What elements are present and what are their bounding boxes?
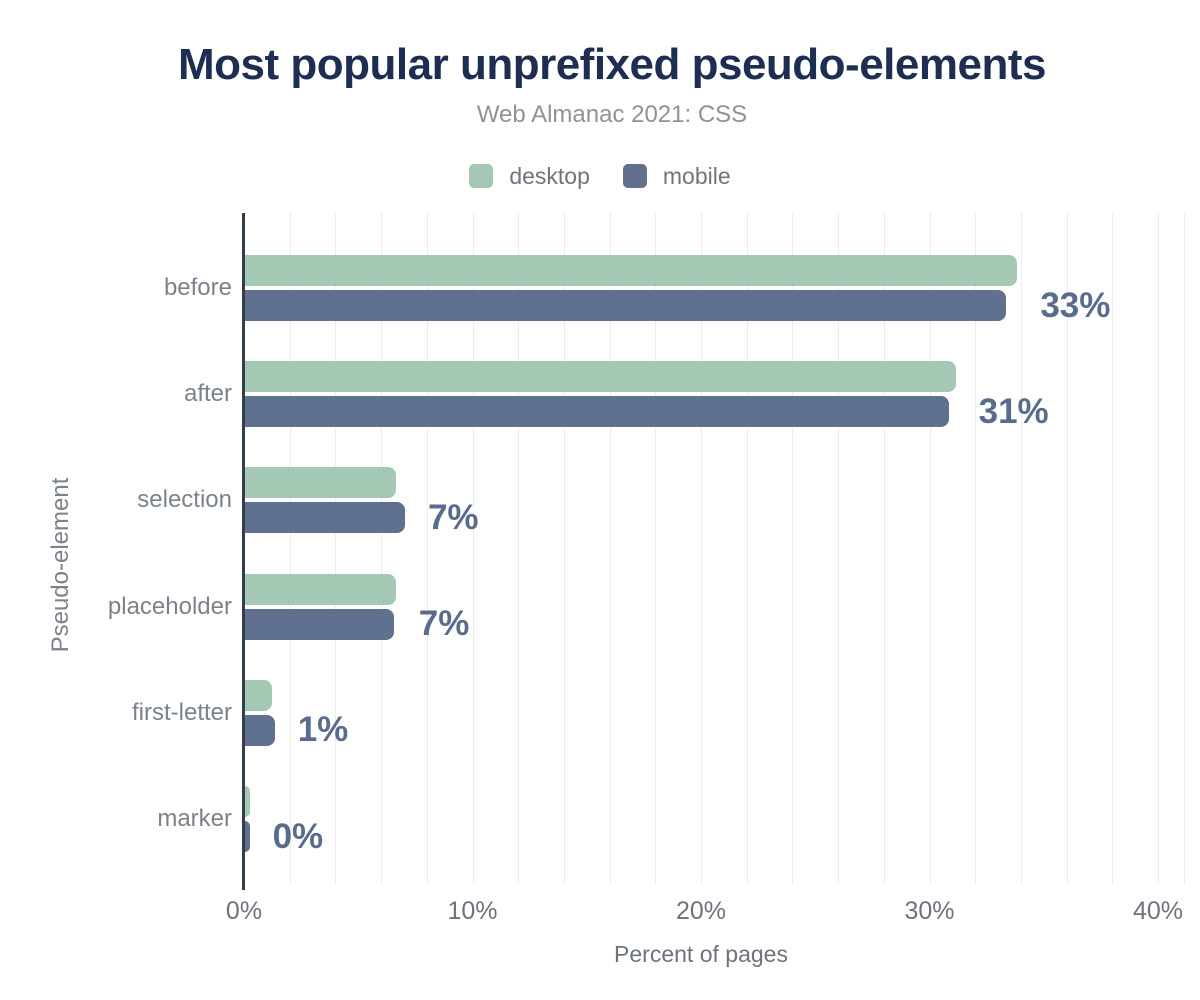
gridline-8pct — [426, 213, 428, 884]
category-label-placeholder: placeholder — [107, 592, 232, 620]
bar-desktop-marker — [245, 786, 250, 817]
gridline-38pct — [1112, 213, 1114, 884]
category-label-selection: selection — [137, 486, 232, 514]
bar-mobile-first-letter — [245, 714, 275, 746]
value-label-first-letter: 1% — [297, 710, 349, 750]
gridline-12pct — [518, 213, 520, 884]
gridline-36pct — [1066, 213, 1068, 884]
x-tick-0pct: 0% — [225, 897, 263, 925]
gridline-14pct — [563, 213, 565, 884]
bar-mobile-after — [245, 396, 949, 428]
gridline-28pct — [883, 213, 885, 884]
bar-mobile-marker — [245, 821, 250, 852]
gridline-20pct — [701, 213, 702, 884]
plot-area: 33% 31% 7% 7% 1% 0% — [244, 213, 1185, 884]
category-label-before: before — [163, 274, 232, 301]
category-label-marker: marker — [157, 805, 232, 832]
gridline-2pct — [289, 213, 291, 884]
gridline-4pct — [335, 213, 337, 884]
value-label-after: 31% — [978, 391, 1049, 431]
legend-item-mobile: mobile — [622, 162, 731, 190]
gridline-10pct — [472, 213, 474, 884]
gridline-24pct — [792, 213, 794, 884]
x-tick-40pct: 40% — [1132, 897, 1184, 925]
bar-desktop-selection — [245, 467, 396, 499]
gridline-6pct — [381, 213, 383, 884]
category-label-after: after — [183, 380, 232, 408]
chart-subtitle: Web Almanac 2021: CSS — [476, 101, 748, 128]
value-label-before: 33% — [1040, 285, 1111, 325]
bar-mobile-before — [245, 290, 1006, 321]
bar-desktop-first-letter — [245, 679, 273, 711]
bar-mobile-selection — [245, 502, 405, 534]
value-label-selection: 7% — [427, 497, 479, 537]
gridline-34pct — [1020, 213, 1022, 884]
bar-desktop-placeholder — [245, 573, 396, 605]
legend-item-desktop: desktop — [469, 163, 590, 190]
gridline-32pct — [975, 213, 977, 884]
category-label-first-letter: first-letter — [131, 698, 232, 726]
x-tick-10pct: 10% — [447, 897, 498, 925]
x-tick-30pct: 30% — [904, 897, 955, 925]
value-label-marker: 0% — [272, 816, 324, 856]
legend-label-mobile: mobile — [662, 162, 731, 189]
gridline-40pct — [1158, 213, 1159, 884]
legend: desktop mobile — [0, 162, 1200, 190]
bar-mobile-placeholder — [245, 608, 394, 640]
gridline-30pct — [929, 213, 931, 884]
x-tick-20pct: 20% — [675, 897, 727, 925]
gridline-16pct — [609, 213, 611, 884]
chart-title: Most popular unprefixed pseudo-elements — [178, 40, 1046, 89]
gridline-22pct — [746, 213, 748, 884]
value-label-placeholder: 7% — [418, 604, 470, 644]
gridline-right-edge — [1184, 213, 1185, 884]
legend-swatch-desktop — [469, 164, 494, 188]
gridline-18pct — [655, 213, 657, 884]
bar-desktop-after — [245, 361, 956, 393]
legend-swatch-mobile — [622, 164, 647, 188]
legend-label-desktop: desktop — [509, 162, 590, 189]
x-axis-title: Percent of pages — [614, 941, 788, 967]
bar-desktop-before — [245, 255, 1018, 286]
gridline-26pct — [838, 213, 840, 884]
y-axis-line — [242, 213, 245, 890]
